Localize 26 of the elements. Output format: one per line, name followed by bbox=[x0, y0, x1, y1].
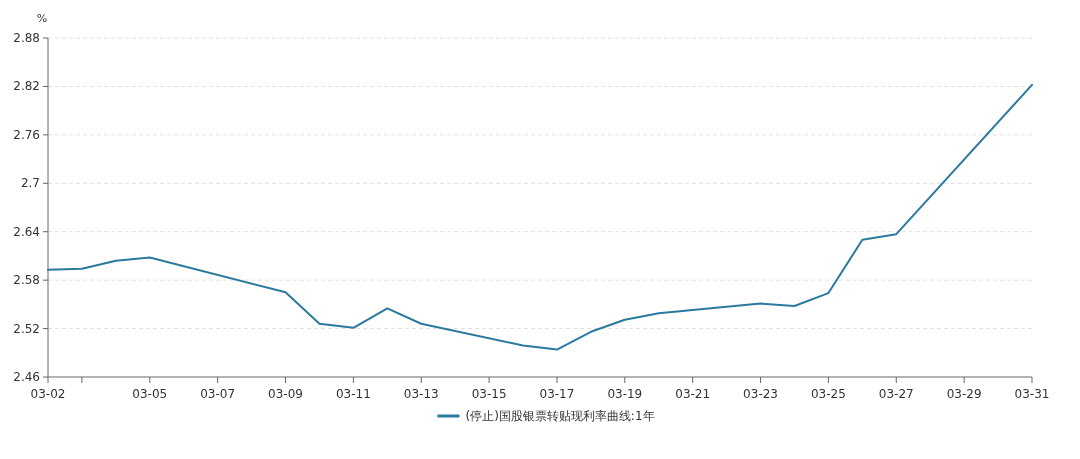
x-tick-label: 03-27 bbox=[878, 387, 914, 401]
x-tick-label: 03-29 bbox=[946, 387, 982, 401]
x-tick-label: 03-07 bbox=[200, 387, 236, 401]
x-tick-label: 03-05 bbox=[132, 387, 168, 401]
line-series bbox=[47, 83, 1033, 351]
y-tick-label: 2.88 bbox=[13, 31, 40, 45]
x-tick-label: 03-02 bbox=[30, 387, 66, 401]
y-tick-label: 2.46 bbox=[13, 370, 40, 384]
x-tick-label: 03-25 bbox=[810, 387, 846, 401]
y-tick-label: 2.64 bbox=[13, 224, 40, 239]
y-axis-title: % bbox=[36, 12, 48, 25]
x-tick-label: 03-23 bbox=[743, 387, 778, 401]
y-tick-label: 2.52 bbox=[13, 321, 40, 336]
y-tick-label: 2.76 bbox=[13, 127, 40, 142]
x-tick-label: 03-09 bbox=[268, 387, 303, 401]
x-tick-label: 03-11 bbox=[335, 387, 371, 401]
y-tick-label: 2.7 bbox=[20, 176, 40, 191]
legend-label: (停止)国股银票转贴现利率曲线:1年 bbox=[465, 409, 655, 423]
x-tick-label: 03-31 bbox=[1014, 387, 1050, 401]
x-tick-label: 03-15 bbox=[471, 387, 507, 401]
x-tick-label: 03-17 bbox=[539, 387, 575, 401]
x-tick-label: 03-19 bbox=[607, 387, 643, 401]
x-tick-label: 03-21 bbox=[675, 387, 711, 401]
y-tick-label: 2.58 bbox=[13, 273, 40, 288]
y-tick-label: 2.82 bbox=[13, 79, 40, 94]
x-tick-label: 03-13 bbox=[403, 387, 439, 401]
